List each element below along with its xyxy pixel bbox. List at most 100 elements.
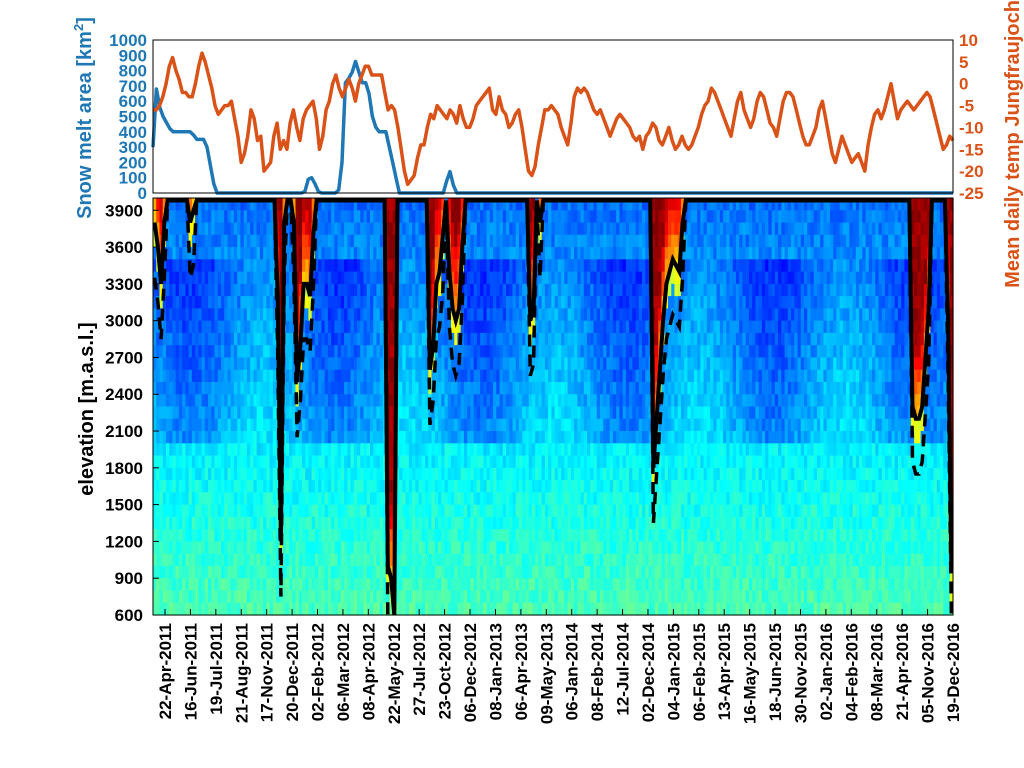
heatmap-cell — [269, 529, 274, 543]
heatmap-cell — [606, 443, 611, 457]
heatmap-cell — [366, 406, 371, 420]
heatmap-cell — [460, 357, 465, 371]
heatmap-cell — [473, 541, 478, 555]
heatmap-cell — [496, 381, 501, 395]
heatmap-cell — [256, 283, 261, 297]
heatmap-cell — [182, 516, 186, 530]
heatmap-cell — [195, 308, 199, 322]
heatmap-cell — [574, 357, 578, 371]
heatmap-cell — [211, 529, 216, 543]
heatmap-cell — [321, 602, 326, 616]
heatmap-cell — [389, 418, 394, 432]
heatmap-cell — [201, 198, 206, 211]
heatmap-cell — [590, 296, 595, 309]
heatmap-cell — [298, 271, 303, 285]
heatmap-cell — [172, 590, 177, 604]
heatmap-cell — [467, 406, 472, 420]
heatmap-cell — [217, 431, 222, 444]
heatmap-cell — [211, 296, 216, 309]
heatmap-cell — [224, 541, 229, 555]
heatmap-cell — [214, 516, 219, 530]
heatmap-cell — [512, 431, 517, 444]
heatmap-cell — [405, 259, 410, 273]
heatmap-cell — [366, 308, 371, 322]
heatmap-cell — [408, 357, 413, 371]
heatmap-cell — [515, 602, 520, 616]
heatmap-cell — [535, 467, 540, 481]
heatmap-cell — [295, 431, 300, 444]
heatmap-cell — [156, 431, 161, 444]
heatmap-cell — [522, 480, 527, 493]
heatmap-cell — [415, 332, 420, 346]
heatmap-cell — [609, 431, 614, 444]
heatmap-cell — [201, 406, 206, 420]
heatmap-cell — [272, 406, 277, 420]
heatmap-cell — [353, 480, 358, 493]
heatmap-cell — [460, 198, 465, 211]
heatmap-cell — [447, 553, 452, 567]
heatmap-cell — [408, 198, 413, 211]
heatmap-cell — [499, 394, 504, 408]
heatmap-cell — [616, 357, 620, 371]
heatmap-cell — [509, 529, 514, 543]
heatmap-cell — [308, 198, 313, 211]
heatmap-cell — [191, 590, 196, 604]
heatmap-cell — [502, 541, 507, 555]
heatmap-cell — [344, 467, 348, 481]
heatmap-cell — [564, 443, 569, 457]
heatmap-cell — [619, 222, 624, 236]
heatmap-cell — [159, 369, 164, 383]
heatmap-cell — [305, 320, 310, 334]
heatmap-cell — [408, 516, 413, 530]
heatmap-cell — [357, 467, 361, 481]
heatmap-cell — [509, 247, 514, 260]
heatmap-cell — [301, 431, 306, 444]
heatmap-cell — [344, 198, 348, 211]
heatmap-cell — [603, 455, 608, 469]
heatmap-cell — [350, 553, 355, 567]
heatmap-cell — [612, 602, 617, 616]
heatmap-cell — [246, 418, 251, 432]
heatmap-cell — [269, 504, 274, 518]
heatmap-cell — [256, 198, 261, 211]
heatmap-cell — [221, 247, 225, 260]
heatmap-cell — [178, 271, 183, 285]
heatmap-cell — [561, 234, 565, 248]
heatmap-cell — [169, 578, 174, 592]
heatmap-cell — [515, 271, 520, 285]
heatmap-cell — [211, 222, 216, 236]
heatmap-cell — [279, 271, 284, 285]
heatmap-cell — [486, 381, 491, 395]
heatmap-cell — [412, 529, 416, 543]
heatmap-cell — [535, 431, 540, 444]
heatmap-cell — [282, 406, 287, 420]
heatmap-cell — [548, 210, 552, 224]
heatmap-cell — [593, 516, 598, 530]
heatmap-cell — [444, 296, 449, 309]
heatmap-cell — [256, 210, 261, 224]
heatmap-cell — [457, 369, 462, 383]
heatmap-cell — [334, 381, 339, 395]
heatmap-cell — [438, 345, 442, 359]
heatmap-cell — [334, 406, 339, 420]
heatmap-cell — [402, 210, 407, 224]
heatmap-cell — [454, 541, 459, 555]
heatmap-cell — [230, 406, 235, 420]
heatmap-cell — [525, 480, 530, 493]
heatmap-cell — [230, 308, 235, 322]
heatmap-cell — [250, 504, 255, 518]
heatmap-cell — [421, 602, 426, 616]
heatmap-cell — [153, 443, 157, 457]
heatmap-cell — [483, 565, 488, 579]
heatmap-cell — [425, 443, 429, 457]
heatmap-cell — [470, 565, 475, 579]
heatmap-cell — [609, 406, 614, 420]
heatmap-cell — [272, 565, 277, 579]
heatmap-cell — [285, 529, 290, 543]
heatmap-cell — [353, 296, 358, 309]
heatmap-cell — [318, 565, 323, 579]
heatmap-cell — [441, 381, 446, 395]
heatmap-cell — [554, 308, 559, 322]
heatmap-cell — [344, 308, 348, 322]
heatmap-cell — [603, 234, 608, 248]
